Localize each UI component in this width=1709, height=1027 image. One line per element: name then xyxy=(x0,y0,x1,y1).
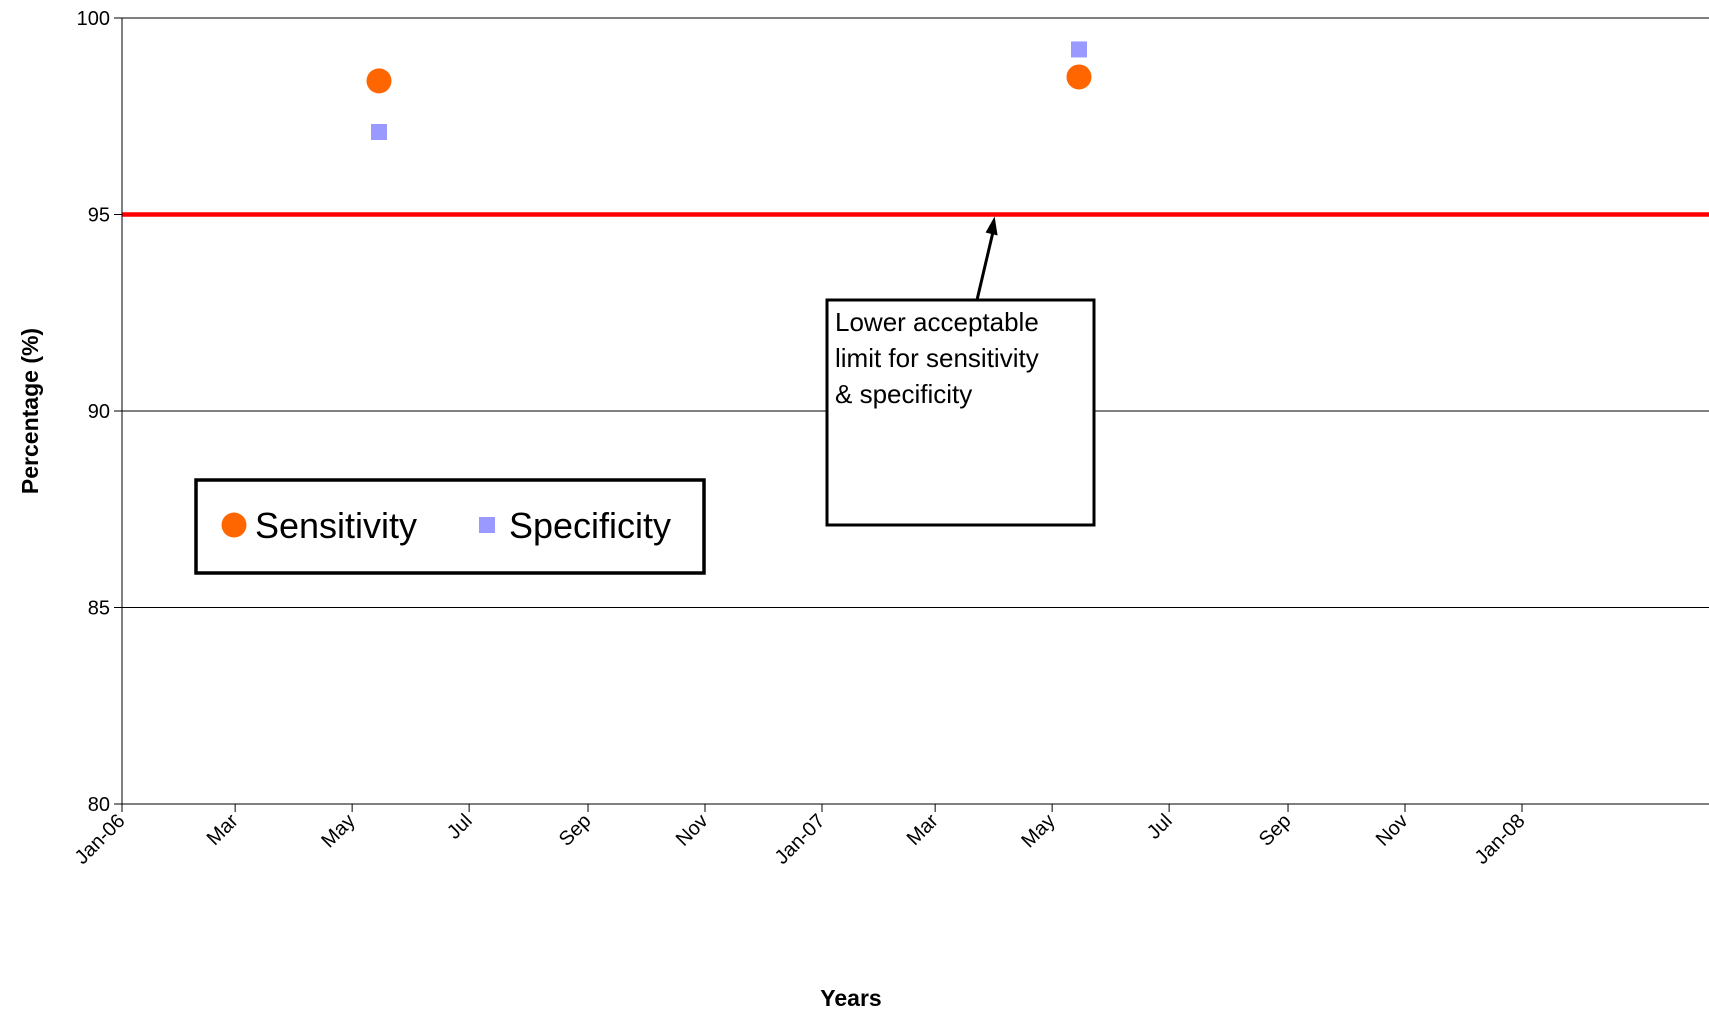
x-tick-label: May xyxy=(317,810,359,852)
x-tick-label: Jan-07 xyxy=(771,810,830,869)
x-tick-label: Jul xyxy=(1143,810,1177,844)
x-tick-label: Jul xyxy=(443,810,477,844)
y-axis-title: Percentage (%) xyxy=(17,328,43,494)
annotation-text-line: & specificity xyxy=(835,379,972,409)
annotation-text-line: Lower acceptable xyxy=(835,307,1039,337)
legend-label-specificity: Specificity xyxy=(509,505,671,546)
x-tick-label: Jan-06 xyxy=(71,810,130,869)
x-tick-label: Sep xyxy=(555,810,596,851)
annotation-box xyxy=(825,298,1096,527)
legend-marker-specificity xyxy=(479,517,495,533)
sensitivity-point xyxy=(1066,64,1092,90)
y-tick-label: 85 xyxy=(88,598,110,620)
x-tick-label: Nov xyxy=(672,810,713,851)
data-points xyxy=(366,41,1092,140)
annotation-arrow-line xyxy=(975,228,996,301)
x-tick-label: Jan-08 xyxy=(1471,810,1530,869)
x-tick-label: May xyxy=(1017,810,1059,852)
x-tick-label: Sep xyxy=(1255,810,1296,851)
y-tick-label: 95 xyxy=(88,205,110,227)
specificity-point xyxy=(370,123,387,140)
y-axis-ticks: 80 85 90 95 100 xyxy=(77,8,122,816)
legend-box xyxy=(194,478,706,575)
legend-label-sensitivity: Sensitivity xyxy=(255,505,417,546)
annotation: Lower acceptable limit for sensitivity & s… xyxy=(825,216,1096,527)
annotation-arrowhead xyxy=(985,216,998,236)
y-tick-label: 80 xyxy=(88,794,110,816)
legend-marker-sensitivity xyxy=(221,512,247,538)
x-axis-title: Years xyxy=(820,985,881,1011)
sensitivity-point xyxy=(366,68,392,94)
legend: Sensitivity Specificity xyxy=(194,478,706,575)
annotation-text-line: limit for sensitivity xyxy=(835,343,1039,373)
x-axis-ticks: Jan-06 Mar May Jul Sep Nov Jan-07 Mar May Jul Sep N… xyxy=(71,804,1530,869)
x-tick-label: Nov xyxy=(1372,810,1413,851)
x-tick-label: Mar xyxy=(203,810,243,850)
y-tick-label: 100 xyxy=(77,8,110,30)
specificity-point xyxy=(1070,41,1087,58)
x-tick-label: Mar xyxy=(903,810,943,850)
y-tick-label: 90 xyxy=(88,401,110,423)
